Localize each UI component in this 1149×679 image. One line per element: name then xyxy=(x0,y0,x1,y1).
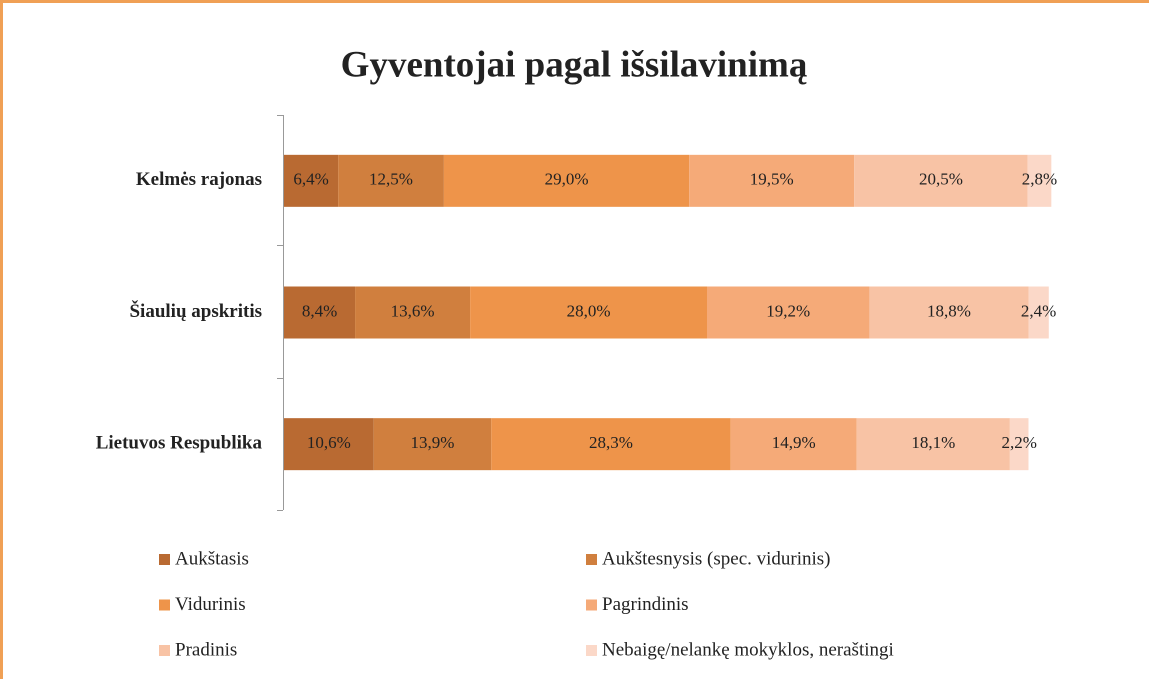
data-label: 20,5% xyxy=(919,170,963,189)
data-label: 10,6% xyxy=(307,433,351,452)
data-label: 12,5% xyxy=(369,170,413,189)
bar-segment xyxy=(854,154,1028,207)
legend-swatch xyxy=(586,645,597,656)
legend-label: Nebaigę/nelankę mokyklos, neraštingi xyxy=(602,639,894,660)
legend-swatch xyxy=(159,599,170,611)
data-label: 28,0% xyxy=(567,301,611,320)
data-label: 19,2% xyxy=(766,301,810,320)
data-label: 19,5% xyxy=(750,170,794,189)
legend-label: Pradinis xyxy=(175,639,237,660)
data-label: 2,8% xyxy=(1022,170,1057,189)
category-label: Šiaulių apskritis xyxy=(129,300,262,322)
data-label: 8,4% xyxy=(302,301,337,320)
bar-segment xyxy=(338,154,444,207)
bar-segment xyxy=(355,286,471,339)
bar-segment xyxy=(689,154,855,207)
data-label: 18,8% xyxy=(927,301,971,320)
legend-label: Aukštasis xyxy=(175,548,249,569)
legend-label: Aukštesnysis (spec. vidurinis) xyxy=(602,548,831,569)
bar-segment xyxy=(373,418,492,471)
bar-segment xyxy=(730,418,857,471)
data-label: 2,2% xyxy=(1001,433,1036,452)
legend-label: Vidurinis xyxy=(175,594,246,615)
category-label: Lietuvos Respublika xyxy=(96,433,263,454)
bar-segment xyxy=(1027,154,1052,207)
data-label: 28,3% xyxy=(589,433,633,452)
bar-segment xyxy=(856,418,1010,471)
data-label: 13,9% xyxy=(411,433,455,452)
bar-segment xyxy=(869,286,1029,339)
data-label: 18,1% xyxy=(911,433,955,452)
data-label: 29,0% xyxy=(545,170,589,189)
data-label: 2,4% xyxy=(1021,301,1056,320)
bar-segment xyxy=(284,154,339,207)
category-label: Kelmės rajonas xyxy=(136,169,262,190)
data-label: 13,6% xyxy=(391,301,435,320)
bar-segment xyxy=(284,286,356,339)
bar-segment xyxy=(491,418,731,471)
bar-segment xyxy=(443,154,690,207)
bar-segment xyxy=(284,418,374,471)
legend-label: Pagrindinis xyxy=(602,594,689,615)
data-label: 14,9% xyxy=(772,433,816,452)
category-axis xyxy=(277,115,284,511)
legend-swatch xyxy=(159,645,170,656)
legend-swatch xyxy=(159,554,170,565)
bar-segment xyxy=(470,286,707,339)
bar-segment xyxy=(1028,286,1049,339)
bar-segment xyxy=(707,286,870,339)
chart-title: Gyventojai pagal išsilavinimą xyxy=(341,44,808,85)
bar-segment xyxy=(1009,418,1029,471)
legend-swatch xyxy=(586,554,597,565)
legend-swatch xyxy=(586,599,597,611)
data-label: 6,4% xyxy=(293,170,328,189)
